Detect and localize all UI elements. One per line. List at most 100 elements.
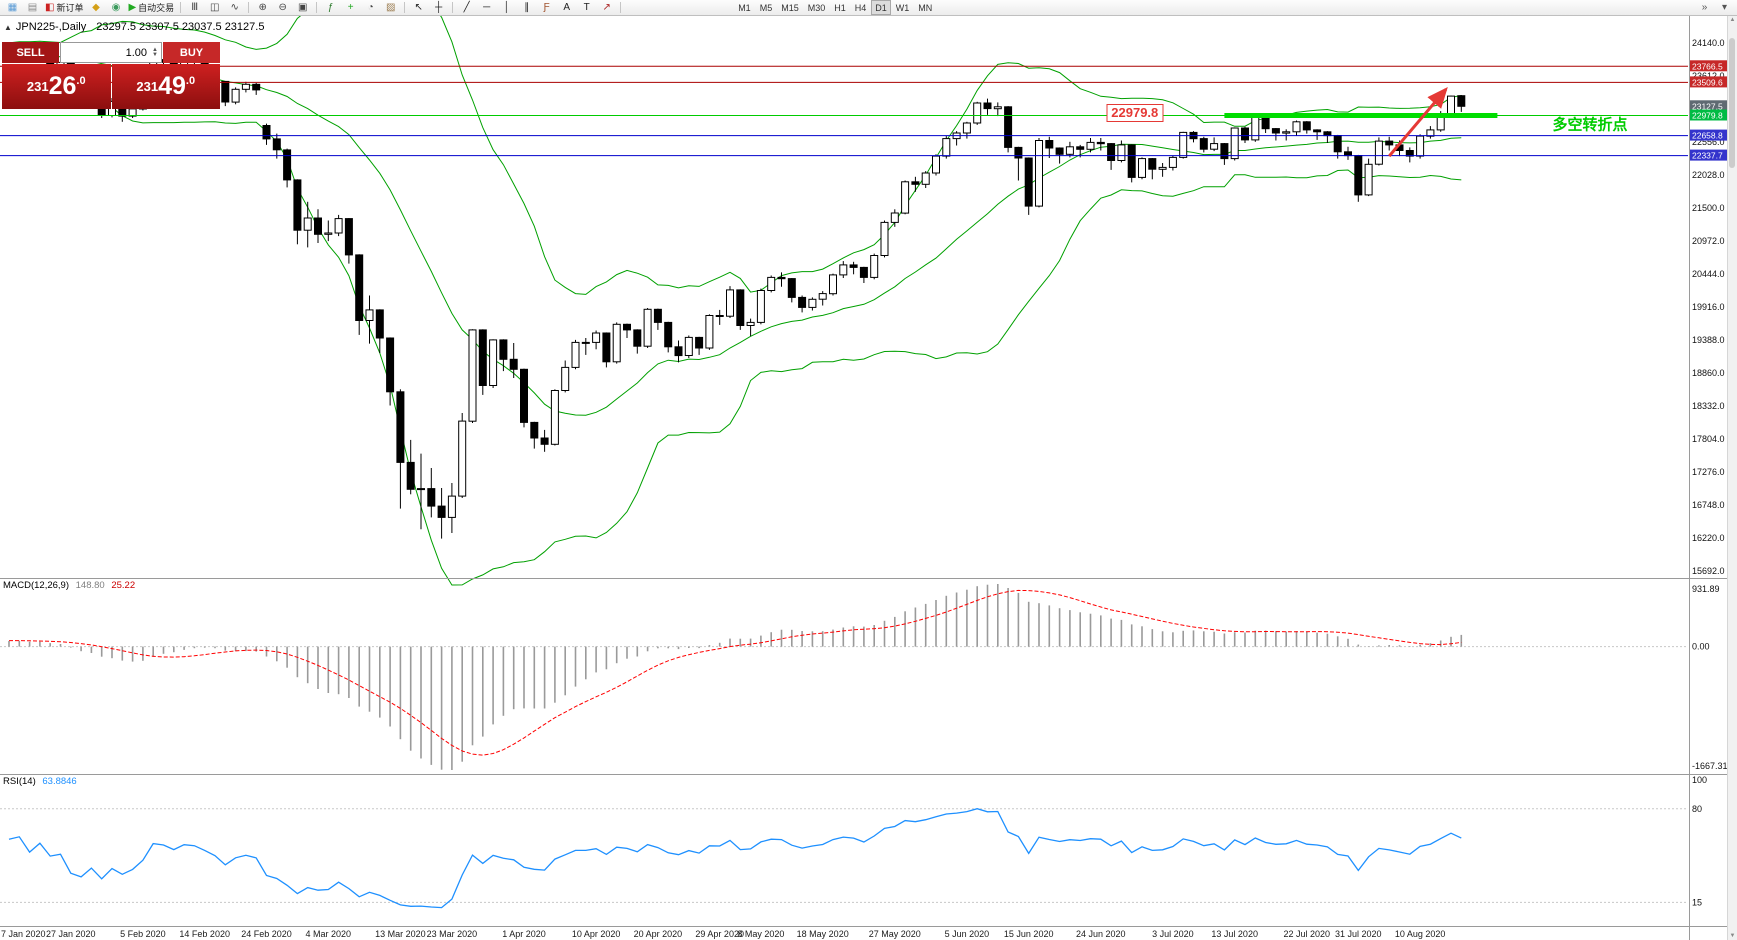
rsi-label: RSI(14) — [3, 776, 36, 787]
date-axis-label: 14 Feb 2020 — [179, 929, 230, 939]
volume-field[interactable]: ▲ ▼ — [60, 42, 162, 63]
candle-body — [283, 149, 292, 181]
symbol-period-label: JPN225-,Daily — [15, 21, 87, 33]
crosshair-icon[interactable]: ┼ — [429, 1, 448, 15]
candle-body — [1241, 127, 1249, 141]
price-axis-label: 23612.0 — [1692, 71, 1725, 81]
volume-up-icon[interactable]: ▲ — [152, 46, 158, 53]
timeframe-M5[interactable]: M5 — [759, 2, 773, 13]
volume-down-icon[interactable]: ▼ — [152, 51, 158, 58]
toolbar-overflow-icon[interactable]: » — [1695, 1, 1714, 15]
timeframe-W1[interactable]: W1 — [895, 2, 910, 13]
candle-body — [1117, 144, 1126, 161]
vertical-line-icon[interactable]: │ — [497, 1, 516, 15]
fibonacci-icon[interactable]: Ƒ — [537, 1, 556, 15]
line-chart-icon[interactable]: ∿ — [225, 1, 244, 15]
timeframe-M15[interactable]: M15 — [781, 2, 799, 13]
text-label-icon[interactable]: T — [577, 1, 596, 15]
favorites-icon-glyph: ◆ — [92, 1, 100, 13]
candle-body — [1035, 140, 1043, 207]
timeframe-M1[interactable]: M1 — [738, 2, 751, 13]
scrollbar-down-icon[interactable]: ▼ — [1729, 933, 1736, 939]
candle-body — [921, 172, 930, 185]
price-axis-label: 17804.0 — [1692, 434, 1725, 444]
candle-body — [870, 255, 879, 278]
volume-spinner[interactable]: ▲ ▼ — [149, 46, 161, 58]
favorites-icon[interactable]: ◆ — [86, 1, 105, 15]
candle-body — [1230, 127, 1239, 160]
buy-price-box[interactable]: 231 49.0 — [111, 64, 220, 109]
timeframe-MN[interactable]: MN — [918, 2, 933, 13]
sell-price-box[interactable]: 231 26.0 — [2, 64, 111, 109]
candle-body — [447, 495, 456, 518]
candlestick-chart-icon[interactable]: ◫ — [205, 1, 224, 15]
new-order-button[interactable]: ◧ 新订单 — [43, 1, 85, 15]
candle-body — [664, 321, 673, 348]
candle-body — [705, 315, 714, 349]
new-chart-icon-glyph: ▦ — [7, 1, 18, 13]
window-menu-icon[interactable]: ▾ — [1715, 1, 1734, 15]
trade-panel-header: SELL ▲ ▼ BUY — [2, 42, 220, 63]
cursor-icon[interactable]: ↖ — [409, 1, 428, 15]
periods-icon[interactable]: ◔ — [361, 1, 380, 15]
collapse-panel-icon[interactable]: ▲ — [4, 22, 12, 32]
date-axis-label: 20 Apr 2020 — [633, 929, 683, 939]
vertical-scrollbar[interactable]: ▲ ▼ — [1727, 16, 1737, 940]
candle-body — [520, 368, 528, 423]
toolbar-right-group: » ▾ — [1695, 1, 1734, 15]
candle-body — [1313, 129, 1322, 133]
horizontal-level-lines[interactable] — [0, 65, 1688, 157]
candle-body — [561, 366, 570, 391]
candle-body — [509, 358, 518, 370]
tile-windows-icon[interactable]: ▣ — [293, 1, 312, 15]
volume-input[interactable] — [61, 46, 149, 59]
toolbar-divider — [620, 2, 622, 13]
timeframe-H4[interactable]: H4 — [854, 2, 867, 13]
channel-icon[interactable]: ∥ — [517, 1, 536, 15]
add-indicator-icon[interactable]: + — [341, 1, 360, 15]
candle-body — [1148, 158, 1157, 170]
trend-arrow[interactable] — [1388, 87, 1448, 158]
toolbar-divider — [452, 2, 454, 13]
candle-body — [643, 308, 652, 347]
price-callout[interactable]: 22979.8 — [1106, 104, 1164, 122]
candle-body — [1457, 95, 1466, 107]
bar-chart-icon[interactable]: Ⅲ — [185, 1, 204, 15]
candle-body — [386, 337, 395, 393]
zoom-out-icon[interactable]: ⊖ — [273, 1, 292, 15]
timeframe-D1[interactable]: D1 — [871, 0, 891, 15]
toolbar-overflow-icon-glyph: » — [1701, 1, 1708, 13]
bollinger-middle-line — [8, 54, 1462, 416]
arrows-icon[interactable]: ↗ — [597, 1, 616, 15]
timeframe-M30[interactable]: M30 — [807, 2, 826, 13]
candle-body — [1447, 95, 1455, 115]
scrollbar-up-icon[interactable]: ▲ — [1729, 17, 1736, 23]
zoom-in-icon[interactable]: ⊕ — [253, 1, 272, 15]
text-icon[interactable]: A — [557, 1, 576, 15]
sell-button[interactable]: SELL — [2, 42, 59, 63]
candle-body — [489, 339, 498, 386]
candle-body — [674, 346, 683, 357]
horizontal-line-icon[interactable]: ─ — [477, 1, 496, 15]
rsi-indicator-label: RSI(14) 63.8846 — [3, 776, 77, 787]
date-axis-label: 1 Apr 2020 — [502, 929, 546, 939]
toolbar-timeframes: M1 M5 M15 M30 H1 H4 D1 W1 MN — [734, 0, 936, 15]
new-chart-icon[interactable]: ▦ — [3, 1, 22, 15]
trendline-icon[interactable]: ╱ — [457, 1, 476, 15]
profiles-icon[interactable]: ▤ — [23, 1, 42, 15]
date-axis-label: 15 Jun 2020 — [1003, 929, 1054, 939]
market-watch-icon[interactable]: ◉ — [106, 1, 125, 15]
timeframe-H1[interactable]: H1 — [834, 2, 846, 13]
candle-body — [262, 125, 271, 140]
scrollbar-thumb[interactable] — [1729, 38, 1735, 168]
periods-icon-glyph: ◔ — [367, 1, 374, 13]
autotrading-button[interactable]: ▶ 自动交易 — [126, 1, 176, 15]
templates-icon[interactable]: ▨ — [381, 1, 400, 15]
indicators-icon[interactable]: ƒ — [321, 1, 340, 15]
buy-button[interactable]: BUY — [163, 42, 220, 63]
candle-body — [808, 298, 817, 308]
turning-point-label[interactable]: 多空转折点 — [1552, 116, 1628, 134]
candle-body — [241, 83, 250, 90]
